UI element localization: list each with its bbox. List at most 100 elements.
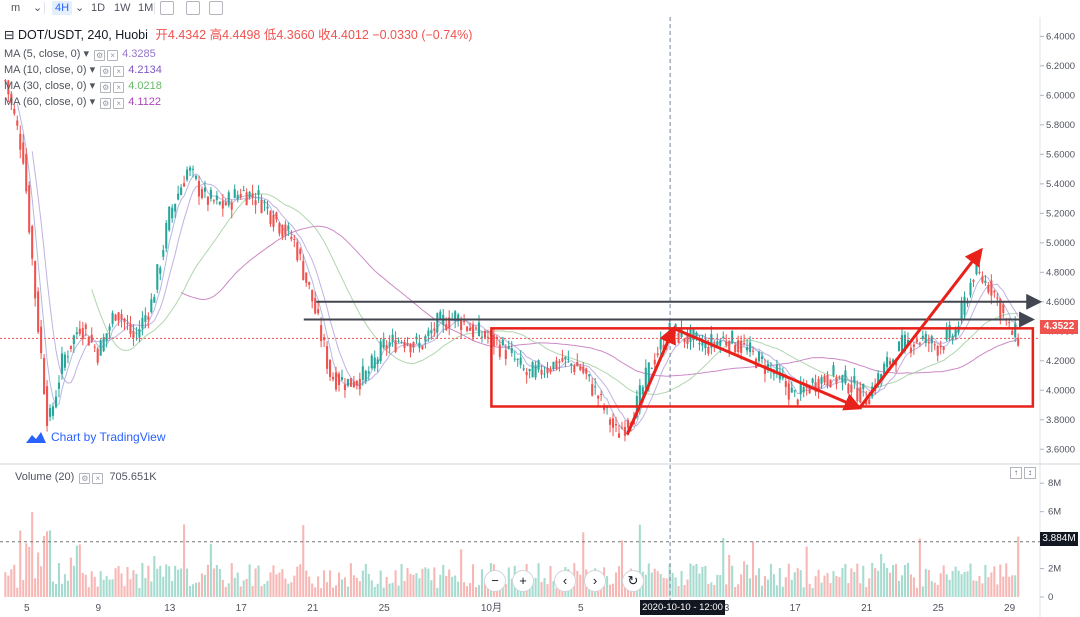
volume-bar bbox=[126, 566, 129, 597]
volume-bar bbox=[999, 564, 1002, 597]
pane-down-icon[interactable]: ↕ bbox=[1024, 467, 1036, 479]
candle-body bbox=[692, 329, 695, 341]
collapse-icon[interactable]: ⊟ bbox=[4, 28, 15, 42]
volume-bar bbox=[144, 578, 147, 597]
candle-body bbox=[915, 339, 918, 343]
chevron-down-icon[interactable]: ⌄ bbox=[33, 2, 43, 14]
volume-bar bbox=[644, 574, 647, 597]
volume-bar bbox=[436, 587, 439, 597]
volume-bar bbox=[680, 570, 683, 597]
interval-4H[interactable]: 4H bbox=[52, 1, 73, 15]
volume-bar bbox=[579, 574, 582, 597]
close-icon[interactable]: × bbox=[113, 82, 125, 93]
interval-m[interactable]: m bbox=[11, 2, 21, 14]
minus-icon[interactable]: − bbox=[484, 570, 506, 592]
candle-body bbox=[57, 382, 61, 389]
candle-body bbox=[340, 377, 344, 380]
ma-legend-row: MA (60, close, 0) ▾ ⚙ × 4.1122 bbox=[4, 96, 162, 109]
volume-bar bbox=[814, 576, 817, 597]
candle-body bbox=[471, 324, 475, 338]
volume-bar bbox=[817, 569, 820, 597]
candle-body bbox=[427, 330, 430, 337]
candle-body bbox=[582, 366, 585, 373]
candle-body bbox=[760, 356, 764, 359]
chevron-right-icon[interactable]: › bbox=[584, 570, 606, 592]
settings-icon[interactable] bbox=[186, 1, 200, 15]
settings-icon[interactable]: ⚙ bbox=[94, 50, 106, 61]
candle-body bbox=[212, 200, 215, 202]
settings-icon[interactable]: ⚙ bbox=[100, 98, 112, 109]
candle-body bbox=[278, 223, 281, 234]
candle-body bbox=[1002, 304, 1005, 313]
candle-body bbox=[480, 336, 484, 338]
candle-body bbox=[880, 374, 883, 381]
interval-1D[interactable]: 1D bbox=[91, 2, 106, 14]
volume-bar bbox=[862, 565, 865, 597]
snapshot-icon[interactable] bbox=[209, 1, 223, 15]
volume-bar bbox=[960, 574, 963, 597]
volume-bar bbox=[355, 577, 358, 597]
volume-bar bbox=[451, 576, 454, 597]
settings-icon[interactable]: ⚙ bbox=[79, 473, 91, 484]
volume-bar bbox=[93, 576, 96, 597]
reset-icon[interactable]: ↻ bbox=[622, 570, 644, 592]
candle-body bbox=[999, 298, 1002, 319]
volume-bar bbox=[96, 586, 99, 597]
candle-body bbox=[820, 377, 823, 384]
candle-body bbox=[778, 371, 781, 380]
volume-bar bbox=[850, 568, 853, 597]
close-icon[interactable]: × bbox=[113, 66, 125, 77]
candle-body bbox=[543, 373, 546, 375]
candle-body bbox=[403, 341, 406, 348]
y-tick-label: 4.0000 bbox=[1046, 385, 1075, 396]
close-icon[interactable]: × bbox=[107, 50, 119, 61]
volume-bar bbox=[722, 537, 725, 597]
y-tick-label: 3.8000 bbox=[1046, 415, 1075, 426]
volume-bar bbox=[278, 572, 281, 597]
volume-bar bbox=[105, 576, 108, 597]
candle-body bbox=[641, 387, 644, 394]
volume-bar bbox=[766, 579, 769, 597]
chevron-down-icon[interactable]: ⌄ bbox=[75, 2, 85, 14]
settings-icon[interactable]: ⚙ bbox=[100, 66, 112, 77]
x-tick-label: 13 bbox=[164, 603, 176, 614]
candle-body bbox=[60, 353, 64, 375]
price-chart[interactable]: 6.4000 6.2000 6.0000 5.8000 5.6000 5.4000 5.20… bbox=[0, 17, 1080, 617]
trend-arrow bbox=[858, 247, 983, 409]
candle-body bbox=[156, 264, 159, 290]
close-icon[interactable]: × bbox=[92, 473, 104, 484]
interval-1M[interactable]: 1M bbox=[138, 2, 154, 14]
candle-body bbox=[153, 296, 156, 303]
chevron-left-icon[interactable]: ‹ bbox=[554, 570, 576, 592]
candle-body bbox=[894, 361, 898, 366]
volume-bar bbox=[549, 566, 552, 597]
volume-bar bbox=[117, 566, 120, 597]
candle-body bbox=[966, 302, 969, 304]
pane-up-icon[interactable]: ↑ bbox=[1010, 467, 1022, 479]
volume-bar bbox=[990, 572, 993, 597]
volume-bar bbox=[296, 566, 299, 597]
candle-body bbox=[430, 330, 433, 334]
candle-body bbox=[743, 342, 746, 344]
volume-bar bbox=[287, 583, 290, 597]
volume-bar bbox=[445, 575, 448, 597]
ma-label: MA (60, close, 0) bbox=[4, 96, 87, 108]
volume-bar bbox=[215, 565, 218, 597]
volume-bar bbox=[859, 583, 862, 597]
interval-1W[interactable]: 1W bbox=[114, 2, 131, 14]
volume-bar bbox=[606, 576, 609, 597]
compare-icon[interactable] bbox=[160, 1, 174, 15]
candle-body bbox=[457, 314, 460, 322]
volume-bar bbox=[10, 569, 13, 597]
volume-bar bbox=[421, 568, 424, 597]
candle-body bbox=[573, 365, 576, 373]
x-tick-label: 25 bbox=[379, 603, 391, 614]
volume-bar bbox=[358, 581, 361, 597]
settings-icon[interactable]: ⚙ bbox=[100, 82, 112, 93]
plus-icon[interactable]: + bbox=[512, 570, 534, 592]
volume-bar bbox=[460, 549, 463, 597]
candle-body bbox=[218, 201, 221, 205]
tradingview-branding[interactable]: Chart by TradingView bbox=[25, 430, 166, 444]
trend-arrow bbox=[625, 325, 676, 436]
close-icon[interactable]: × bbox=[113, 98, 125, 109]
